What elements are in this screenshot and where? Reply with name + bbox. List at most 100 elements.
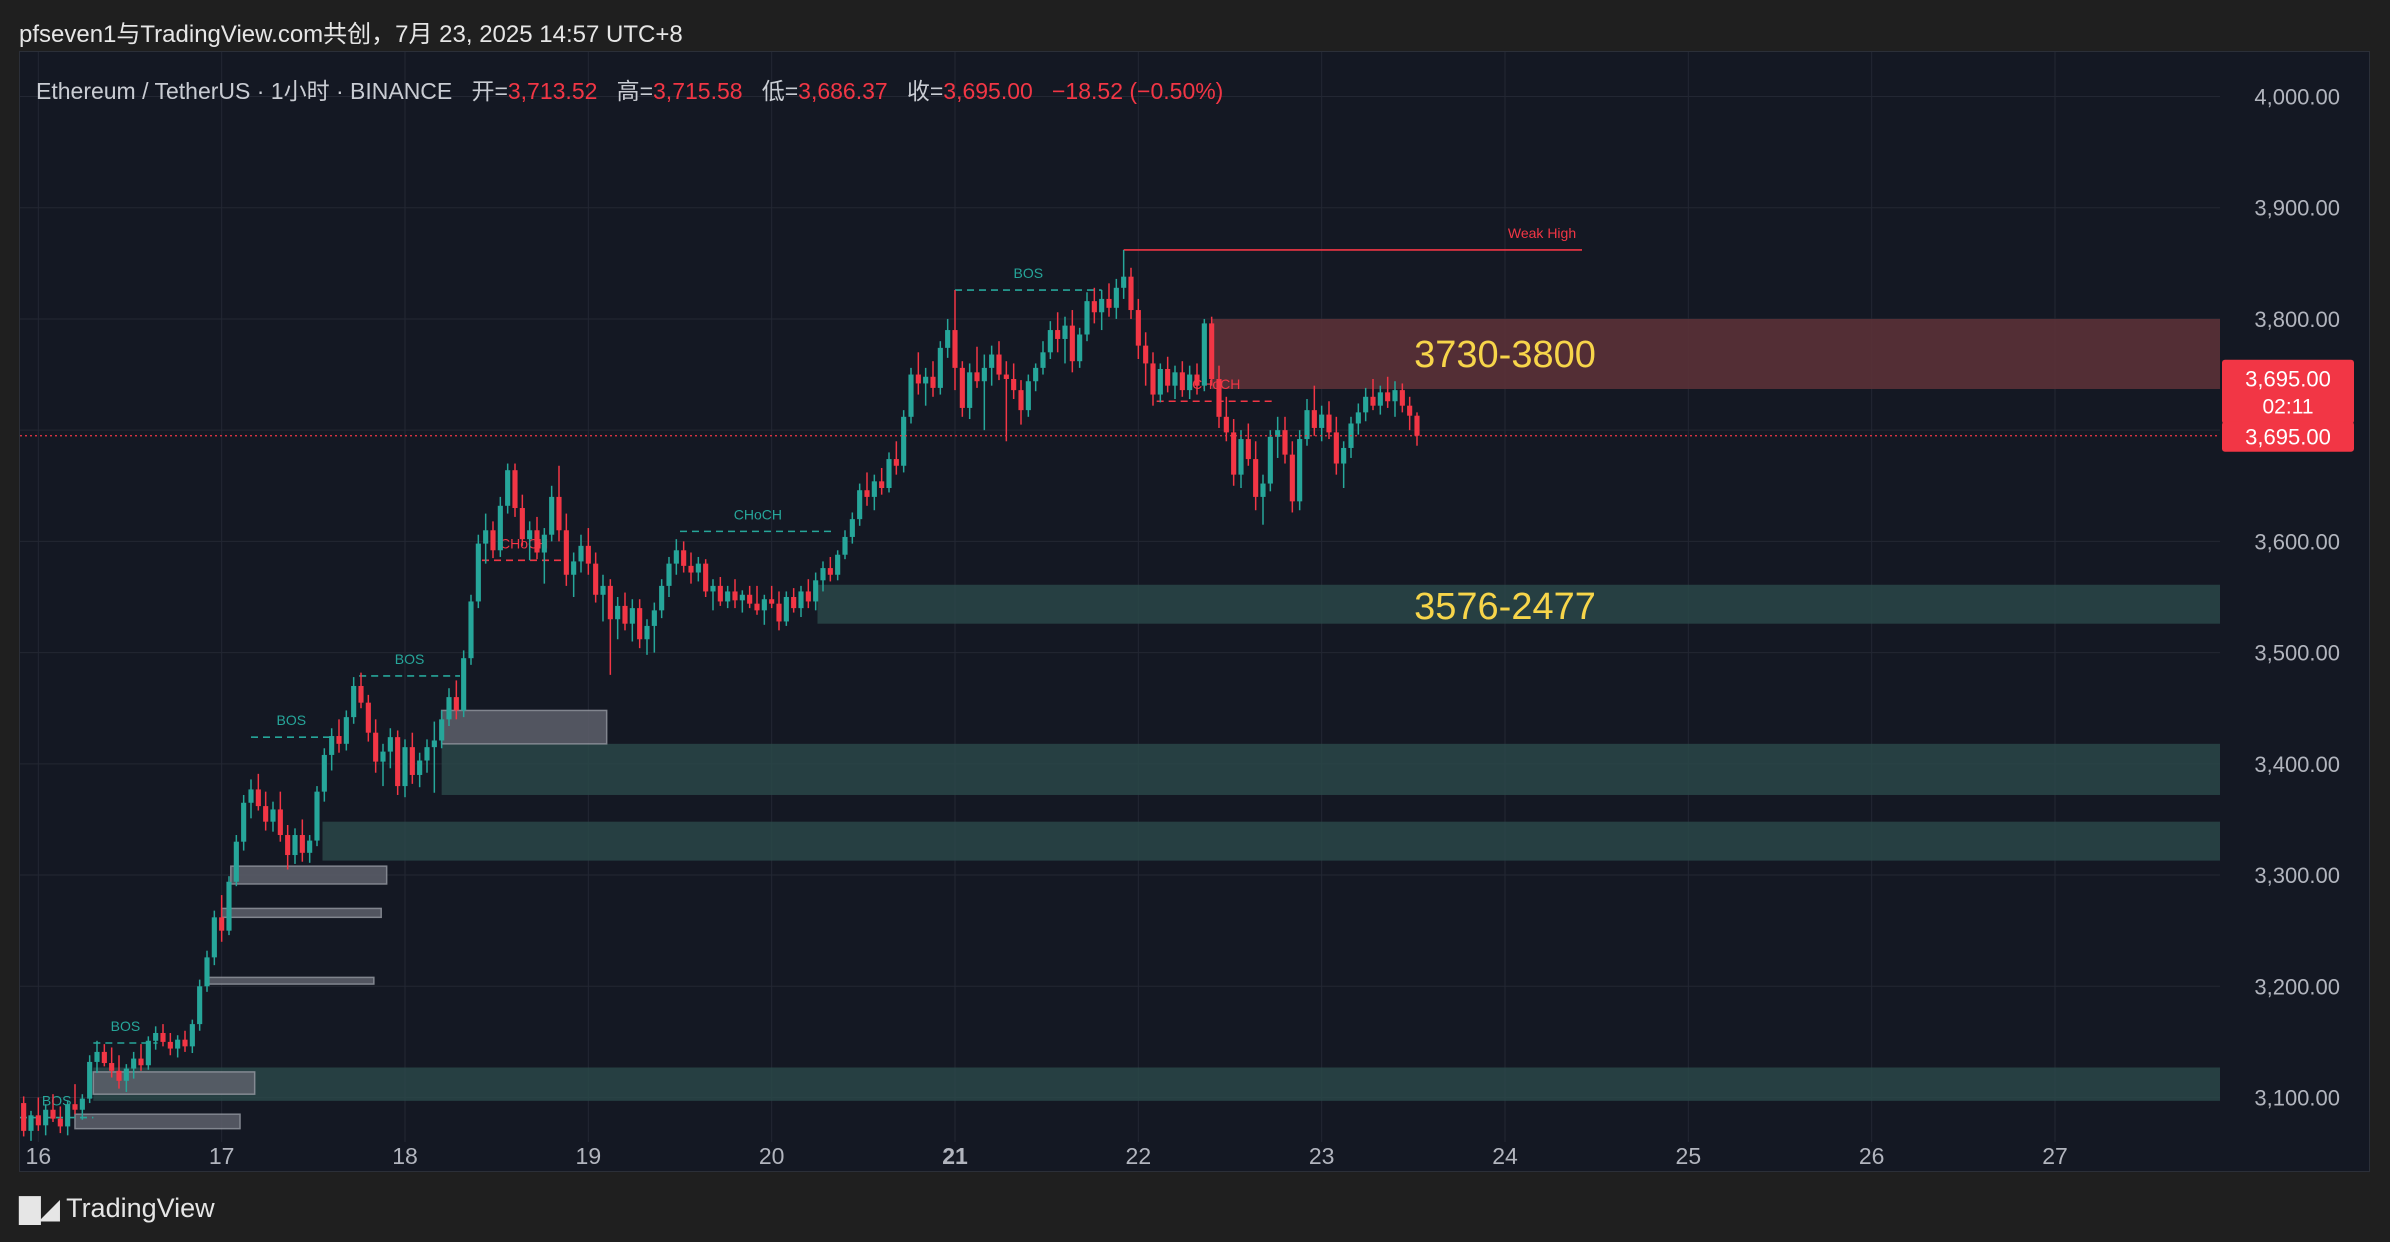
candle-body <box>578 545 584 562</box>
candle-body <box>1297 439 1303 502</box>
candle-body <box>607 585 613 620</box>
candle-body <box>219 917 225 931</box>
candle-body <box>1245 439 1251 460</box>
candle-body <box>1106 298 1112 308</box>
open-value: 3,713.52 <box>507 78 598 104</box>
candle-body <box>776 603 782 622</box>
candle-body <box>189 1024 195 1047</box>
y-tick-label: 3,500.00 <box>2254 641 2340 666</box>
structure-label: BOS <box>1014 265 1044 281</box>
candle-body <box>285 835 291 856</box>
candle-body <box>1363 396 1369 413</box>
candle-body <box>945 330 951 348</box>
candle-body <box>1289 454 1295 502</box>
candle-body <box>681 550 687 566</box>
candle-body <box>541 534 547 553</box>
candle-body <box>160 1033 166 1042</box>
x-tick-label: 16 <box>26 1143 52 1169</box>
candle-body <box>57 1118 63 1127</box>
low-label: 低= <box>761 78 799 104</box>
candle-body <box>211 917 217 958</box>
x-tick-label: 27 <box>2042 1143 2068 1169</box>
candle-body <box>343 717 349 744</box>
candle-body <box>886 459 892 488</box>
candle-body <box>446 697 452 720</box>
x-tick-label: 23 <box>1309 1143 1335 1169</box>
candle-body <box>1209 323 1215 379</box>
x-tick-label: 24 <box>1492 1143 1518 1169</box>
symbol-label[interactable]: Ethereum / TetherUS · 1小时 · BINANCE <box>36 78 453 104</box>
candle-body <box>952 330 958 368</box>
candle-body <box>915 374 921 384</box>
candle-body <box>299 835 305 853</box>
candle-body <box>1311 410 1317 428</box>
candle-body <box>1113 287 1119 308</box>
candle-body <box>1201 323 1207 386</box>
candle-body <box>21 1103 27 1131</box>
candle-body <box>1253 459 1259 497</box>
candle-body <box>813 580 819 602</box>
price-chart[interactable]: 4,000.003,900.003,800.003,700.003,600.00… <box>20 52 2371 1173</box>
candle-body <box>1326 414 1332 433</box>
candle-body <box>644 625 650 640</box>
tradingview-logo-icon: ▇◢ <box>19 1193 60 1224</box>
brand-name: TradingView <box>66 1193 215 1223</box>
candle-body <box>175 1039 181 1049</box>
candle-body <box>138 1058 144 1066</box>
candle-body <box>1143 345 1149 364</box>
candle-body <box>1055 330 1061 339</box>
candle-body <box>387 737 393 752</box>
close-value: 3,695.00 <box>943 78 1033 104</box>
candle-body <box>622 605 628 624</box>
candle-body <box>959 367 965 408</box>
candle-body <box>468 601 474 659</box>
candle-body <box>571 561 577 575</box>
candle-body <box>292 835 298 856</box>
candle-body <box>197 986 203 1025</box>
candle-body <box>1047 330 1053 353</box>
candle-body <box>270 809 276 822</box>
candle-body <box>1238 439 1244 475</box>
candle-body <box>380 751 386 762</box>
candle-body <box>497 505 503 551</box>
candle-body <box>336 736 342 744</box>
candle-body <box>1187 374 1193 391</box>
x-tick-label: 20 <box>759 1143 785 1169</box>
chart-panel[interactable]: 4,000.003,900.003,800.003,700.003,600.00… <box>19 51 2370 1172</box>
candle-body <box>1260 483 1266 497</box>
candle-body <box>65 1104 71 1127</box>
candle-body <box>585 545 591 564</box>
candle-body <box>512 470 518 509</box>
candle-body <box>1084 301 1090 335</box>
candle-body <box>666 563 672 586</box>
candle-body <box>439 719 445 741</box>
annotation-label: 3730-3800 <box>1414 334 1596 376</box>
structure-label: BOS <box>277 712 307 728</box>
candle-body <box>43 1109 49 1126</box>
candle-body <box>1062 325 1068 339</box>
candle-body <box>703 563 709 592</box>
candle-body <box>402 747 408 787</box>
candle-body <box>842 536 848 555</box>
candle-body <box>651 610 657 626</box>
candle-body <box>1077 334 1083 362</box>
candle-body <box>395 737 401 787</box>
open-label: 开= <box>471 78 508 104</box>
candle-body <box>1121 276 1127 288</box>
chart-header-title: pfseven1与TradingView.com共创，7月 23, 2025 1… <box>19 21 683 48</box>
annotation-label: 3576-2477 <box>1414 586 1596 628</box>
candle-body <box>615 605 621 620</box>
candle-body <box>1128 276 1134 311</box>
candle-body <box>798 591 804 609</box>
high-label: 高= <box>616 78 654 104</box>
candle-body <box>424 747 430 761</box>
candle-body <box>263 806 269 822</box>
candle-body <box>901 416 907 466</box>
candle-body <box>351 685 357 718</box>
candle-body <box>879 481 885 488</box>
candle-body <box>769 599 775 604</box>
price-box-value: 3,695.00 <box>2245 367 2331 392</box>
footer-brand[interactable]: ▇◢ TradingView <box>19 1192 215 1225</box>
x-tick-label: 18 <box>392 1143 418 1169</box>
candle-body <box>659 585 665 611</box>
